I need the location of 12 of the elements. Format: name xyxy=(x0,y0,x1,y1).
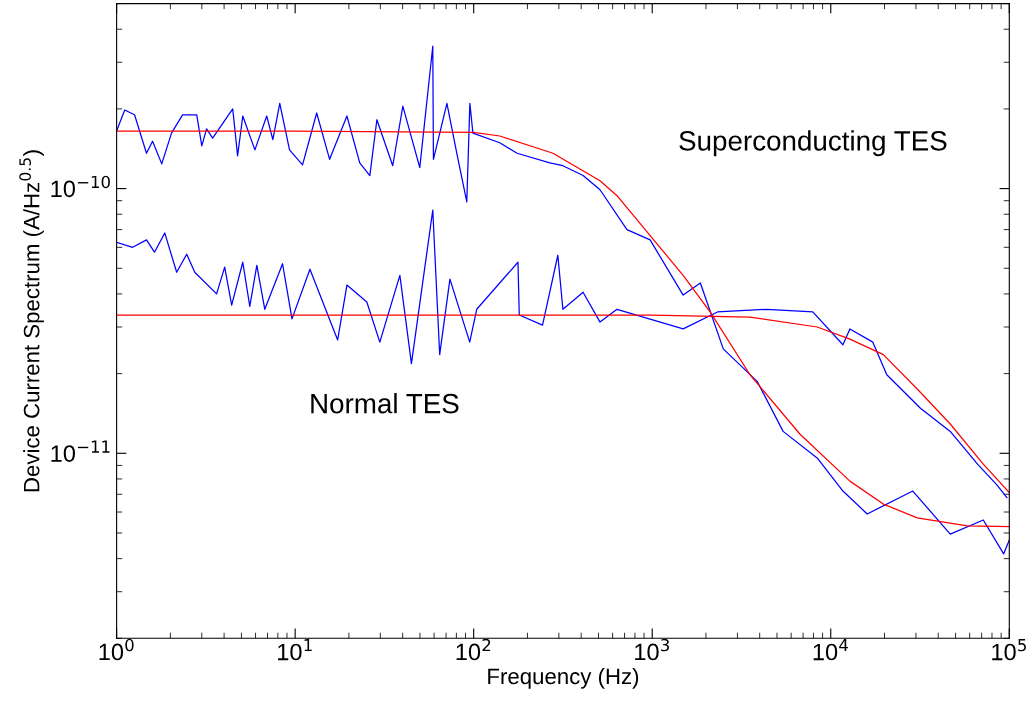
y-tick-label: 10$^{−11}$ xyxy=(51,440,110,462)
x-tick-label: 10$^{2}$ xyxy=(456,638,491,661)
x-tick-label: 10$^{0}$ xyxy=(99,638,134,661)
x-tick-label: 10$^{3}$ xyxy=(635,638,670,661)
x-tick-label: 10$^{4}$ xyxy=(813,639,848,661)
y-tick-label: 10$^{−10}$ xyxy=(51,175,110,198)
y-axis-title: Device Current Spectrum (A/Hz$^{0.5}$) xyxy=(19,150,44,492)
x-tick-label: 10$^{1}$ xyxy=(278,639,312,661)
x-axis-title: Frequency (Hz) xyxy=(488,667,639,689)
annotation: Superconducting TES xyxy=(679,130,947,157)
annotation: Normal TES xyxy=(311,393,459,414)
x-tick-label: 10$^{5}$ xyxy=(992,639,1026,661)
